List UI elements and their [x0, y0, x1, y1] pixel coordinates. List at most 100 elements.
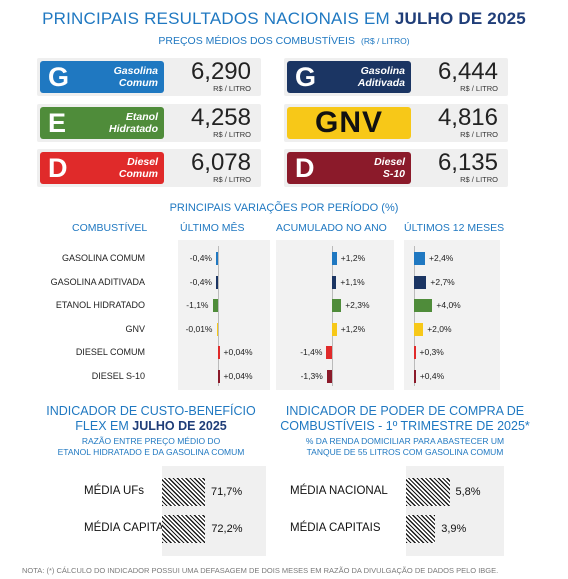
indicator-label: MÉDIA CAPITAIS: [84, 522, 175, 534]
purchasing-power-subtitle: % DA RENDA DOMICILIAR PARA ABASTECER UM …: [305, 436, 505, 457]
row-label: DIESEL S-10: [91, 371, 145, 381]
indicator-value: 72,2%: [211, 523, 243, 535]
price-value: 6,444: [437, 58, 498, 85]
fuel-badge-diesel-s10: D Diesel S-10: [287, 152, 411, 184]
fuel-name: Gasolina Comum: [113, 65, 158, 89]
axis-line-m12: [414, 246, 415, 386]
col-header-12m: ÚLTIMOS 12 MESES: [404, 222, 505, 234]
bar-year: [332, 276, 337, 289]
bar-year: [332, 299, 342, 312]
fuel-name: Gasolina Aditivada: [357, 65, 405, 89]
fuel-letter: E: [48, 108, 67, 138]
price-value: 6,135: [437, 149, 498, 176]
bar-label-month: -1,1%: [186, 300, 209, 310]
row-label: GASOLINA ADITIVADA: [50, 277, 145, 287]
fuel-name: Diesel Comum: [118, 156, 158, 180]
fuel-badge-gasolina-aditivada: G Gasolina Aditivada: [287, 61, 411, 93]
indicator-label: MÉDIA CAPITAIS: [290, 522, 381, 534]
bar-label-year: -1,4%: [300, 347, 323, 357]
bar-month: [216, 252, 218, 265]
axis-line-year: [332, 246, 333, 386]
bar-label-m12: +0,3%: [419, 347, 444, 357]
cost-benefit-title: INDICADOR DE CUSTO-BENEFÍCIO FLEX EM JUL…: [46, 404, 256, 433]
indicator-bar: [162, 515, 206, 543]
page-title: PRINCIPAIS RESULTADOS NACIONAIS EM JULHO…: [42, 9, 526, 28]
price-card-gasolina-aditivada: G Gasolina Aditivada 6,444 R$ / LITRO: [284, 58, 508, 96]
axis-line-month: [218, 246, 219, 386]
price-value: 6,290: [190, 58, 251, 85]
page-subtitle: PREÇOS MÉDIOS DOS COMBUSTÍVEIS (R$ / LITR…: [158, 35, 410, 47]
bar-year: [332, 323, 337, 336]
fuel-badge-etanol: E Etanol Hidratado: [40, 107, 164, 139]
indicator-value: 3,9%: [441, 523, 467, 535]
indicator-bar: [162, 478, 206, 506]
price-unit: R$ / LITRO: [460, 130, 498, 139]
col-header-fuel: COMBUSTÍVEL: [72, 222, 148, 234]
purchasing-power-title: INDICADOR DE PODER DE COMPRA DE COMBUSTÍ…: [280, 404, 530, 433]
col-header-year: ACUMULADO NO ANO: [276, 222, 387, 234]
bar-month: [216, 323, 218, 336]
price-unit: R$ / LITRO: [213, 84, 251, 93]
bar-label-m12: +0,4%: [419, 371, 445, 381]
price-card-diesel-s10: D Diesel S-10 6,135 R$ / LITRO: [284, 149, 508, 187]
bar-label-m12: +4,0%: [436, 300, 461, 310]
bar-label-year: +1,2%: [340, 324, 366, 334]
bar-month: [218, 370, 220, 383]
fuel-letter: G: [48, 62, 70, 92]
row-label: GASOLINA COMUM: [61, 253, 145, 263]
price-unit: R$ / LITRO: [213, 130, 251, 139]
price-value: 4,816: [437, 104, 498, 131]
bar-label-year: +1,1%: [340, 277, 365, 287]
bar-year: [332, 252, 337, 265]
footnote: NOTA: (*) CÁLCULO DO INDICADOR POSSUI UM…: [22, 566, 499, 575]
bar-label-month: +0,04%: [223, 371, 253, 381]
bar-year: [326, 346, 332, 359]
indicator-label: MÉDIA UFs: [84, 485, 145, 497]
indicator-value: 5,8%: [455, 486, 481, 498]
panel-12m: [404, 240, 500, 390]
col-header-month: ÚLTIMO MÊS: [180, 222, 245, 234]
fuel-letter: D: [48, 153, 68, 183]
indicator-bar: [406, 478, 450, 506]
variations-title: PRINCIPAIS VARIAÇÕES POR PERÍODO (%): [169, 202, 399, 214]
row-label: DIESEL COMUM: [75, 347, 145, 357]
bar-m12: [414, 299, 433, 312]
price-card-etanol: E Etanol Hidratado 4,258 R$ / LITRO: [37, 104, 261, 142]
bar-label-m12: +2,0%: [427, 324, 452, 334]
panel-year: [276, 240, 394, 390]
price-unit: R$ / LITRO: [213, 175, 251, 184]
fuel-badge-gasolina-comum: G Gasolina Comum: [40, 61, 164, 93]
price-unit: R$ / LITRO: [460, 175, 498, 184]
fuel-letter: D: [295, 153, 315, 183]
fuel-badge-diesel-comum: D Diesel Comum: [40, 152, 164, 184]
bar-label-month: -0,4%: [189, 253, 212, 263]
bar-label-month: -0,4%: [189, 277, 212, 287]
price-card-gnv: GNV 4,816 R$ / LITRO: [284, 104, 508, 142]
bar-month: [212, 299, 218, 312]
bar-label-year: +1,2%: [340, 253, 366, 263]
price-card-diesel-comum: D Diesel Comum 6,078 R$ / LITRO: [37, 149, 261, 187]
bar-label-month: -0,01%: [185, 324, 213, 334]
indicator-label: MÉDIA NACIONAL: [290, 485, 388, 497]
panel-month: [178, 240, 270, 390]
bar-month: [216, 276, 218, 289]
indicator-bar: [406, 515, 436, 543]
bar-label-m12: +2,7%: [430, 277, 455, 287]
fuel-name: Etanol Hidratado: [108, 111, 158, 135]
fuel-name: Diesel S-10: [374, 156, 405, 180]
bar-m12: [414, 370, 416, 383]
bar-m12: [414, 276, 427, 289]
fuel-letter: G: [295, 62, 317, 92]
price-value: 6,078: [190, 149, 251, 176]
bar-label-year: -1,3%: [300, 371, 323, 381]
price-card-gasolina-comum: G Gasolina Comum 6,290 R$ / LITRO: [37, 58, 261, 96]
fuel-badge-gnv: GNV: [287, 107, 411, 139]
bar-label-m12: +2,4%: [429, 253, 454, 263]
cost-benefit-subtitle: RAZÃO ENTRE PREÇO MÉDIO DO ETANOL HIDRAT…: [57, 436, 245, 457]
bar-label-year: +2,3%: [345, 300, 370, 310]
row-label: ETANOL HIDRATADO: [55, 300, 145, 310]
row-label: GNV: [125, 324, 145, 334]
bar-label-month: +0,04%: [223, 347, 253, 357]
bar-month: [218, 346, 220, 359]
bar-m12: [414, 252, 426, 265]
